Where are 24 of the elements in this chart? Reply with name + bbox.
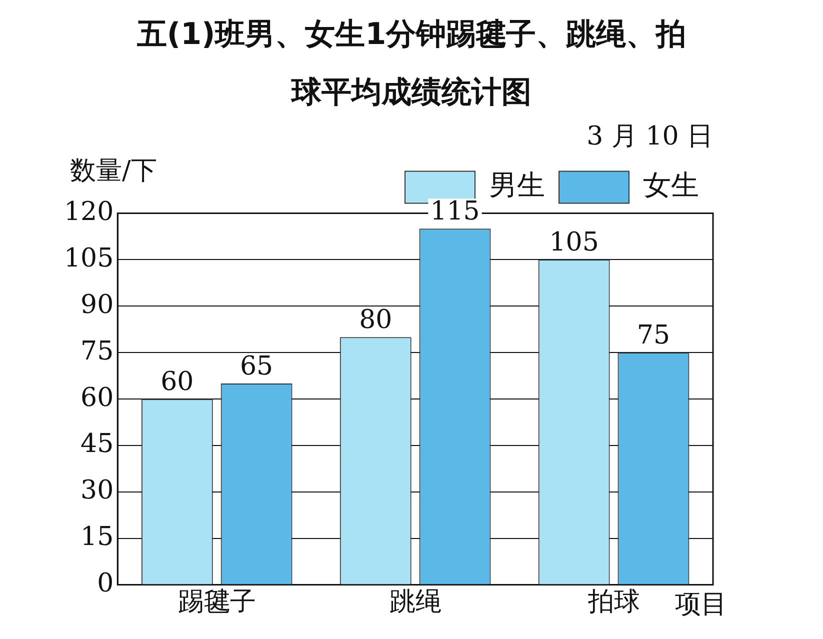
y-tick-label: 105 [64, 243, 114, 274]
y-tick-label: 75 [80, 336, 114, 366]
y-axis-title: 数量/下 [70, 156, 157, 186]
y-tick-label: 30 [80, 476, 114, 506]
chart-title: 五(1)班男、女生1分钟踢毽子、跳绳、拍球平均成绩统计图 [136, 16, 688, 112]
data-label: 115 [430, 196, 480, 226]
y-tick-label: 120 [64, 196, 114, 227]
legend-label: 男生 [489, 168, 545, 202]
y-tick-label: 15 [80, 522, 114, 552]
x-tick-label: 拍球 [586, 587, 640, 618]
y-tick-label: 90 [80, 290, 114, 320]
data-label: 105 [549, 227, 599, 258]
data-label: 60 [160, 366, 194, 397]
data-label: 65 [240, 351, 274, 382]
y-tick-label: 60 [80, 382, 114, 413]
legend-label: 女生 [643, 168, 699, 202]
x-tick-label: 跳绳 [389, 587, 442, 618]
x-tick-label: 踢毽子 [178, 587, 256, 618]
x-axis-title: 项目 [675, 590, 727, 620]
y-tick-label: 0 [97, 568, 114, 599]
data-label: 75 [636, 320, 670, 350]
chart-subtitle: 3 月 10 日 [586, 121, 713, 152]
data-label: 80 [359, 304, 392, 335]
y-tick-label: 45 [80, 429, 114, 460]
